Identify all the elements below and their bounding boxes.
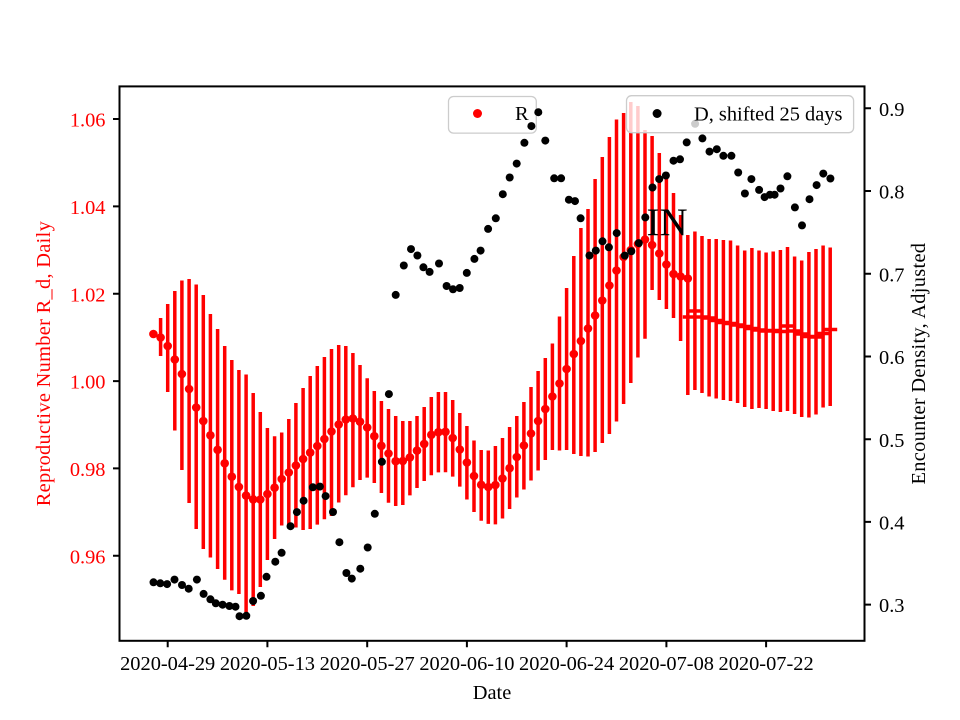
svg-text:0.98: 0.98 [70, 459, 106, 481]
svg-text:2020-05-27: 2020-05-27 [320, 653, 415, 675]
svg-text:1.04: 1.04 [70, 197, 106, 219]
svg-text:2020-04-29: 2020-04-29 [120, 653, 215, 675]
svg-text:Reproductive Number R_d, Daily: Reproductive Number R_d, Daily [33, 220, 55, 506]
svg-text:D, shifted 25 days: D, shifted 25 days [694, 103, 842, 125]
svg-text:2020-06-10: 2020-06-10 [419, 653, 514, 675]
svg-text:1.02: 1.02 [70, 284, 106, 306]
svg-text:2020-06-24: 2020-06-24 [519, 653, 614, 675]
svg-text:0.3: 0.3 [879, 595, 905, 617]
svg-text:R: R [515, 103, 529, 125]
svg-text:Encounter Density, Adjusted: Encounter Density, Adjusted [908, 243, 930, 485]
svg-text:0.9: 0.9 [879, 99, 905, 121]
svg-text:Date: Date [473, 682, 512, 704]
svg-text:0.4: 0.4 [879, 513, 905, 535]
svg-text:2020-07-08: 2020-07-08 [619, 653, 714, 675]
svg-text:0.8: 0.8 [879, 182, 905, 204]
svg-text:0.6: 0.6 [879, 347, 905, 369]
svg-text:2020-07-22: 2020-07-22 [719, 653, 814, 675]
svg-text:1.00: 1.00 [70, 372, 106, 394]
svg-text:2020-05-13: 2020-05-13 [220, 653, 315, 675]
svg-text:IN: IN [647, 201, 688, 244]
svg-text:0.7: 0.7 [879, 264, 905, 286]
svg-text:0.5: 0.5 [879, 430, 905, 452]
svg-text:0.96: 0.96 [70, 546, 106, 568]
svg-text:1.06: 1.06 [70, 110, 106, 132]
